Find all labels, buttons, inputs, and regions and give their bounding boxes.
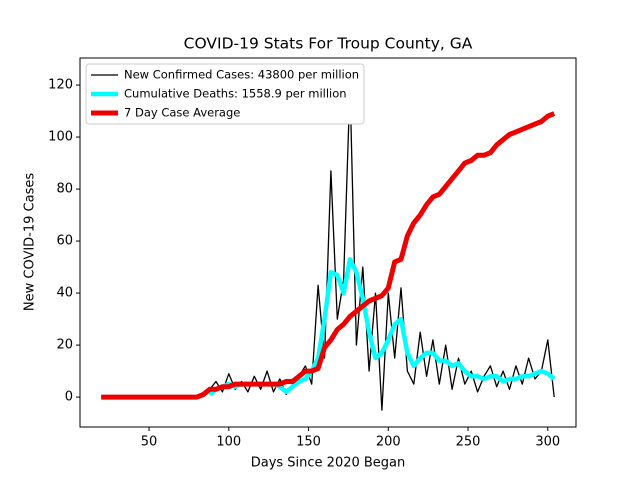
y-tick-label: 80 bbox=[56, 182, 73, 197]
plot-frame bbox=[79, 57, 577, 428]
y-axis-label: New COVID-19 Cases bbox=[23, 173, 38, 311]
y-tick-label: 0 bbox=[65, 390, 73, 405]
legend-label: New Confirmed Cases: 43800 per million bbox=[124, 68, 359, 82]
y-tick-label: 60 bbox=[56, 234, 73, 249]
y-tick-label: 40 bbox=[56, 286, 73, 301]
x-tick-label: 300 bbox=[535, 435, 560, 450]
x-tick-label: 150 bbox=[296, 435, 321, 450]
series-line bbox=[101, 111, 556, 400]
legend-label: Cumulative Deaths: 1558.9 per million bbox=[124, 87, 347, 101]
chart-title: COVID-19 Stats For Troup County, GA bbox=[184, 35, 473, 53]
legend-box bbox=[85, 63, 365, 125]
legend-label: 7 Day Case Average bbox=[124, 106, 240, 120]
plot bbox=[101, 84, 556, 411]
y-tick-label: 100 bbox=[48, 130, 73, 145]
x-tick-label: 50 bbox=[141, 435, 158, 450]
y-tick-label: 120 bbox=[48, 78, 73, 93]
y-tick-label: 20 bbox=[56, 338, 73, 353]
x-tick-label: 250 bbox=[456, 435, 481, 450]
x-tick-label: 100 bbox=[216, 435, 241, 450]
legend: New Confirmed Cases: 43800 per million Cu… bbox=[85, 63, 365, 125]
x-tick-label: 200 bbox=[376, 435, 401, 450]
x-axis-label: Days Since 2020 Began bbox=[251, 456, 406, 471]
